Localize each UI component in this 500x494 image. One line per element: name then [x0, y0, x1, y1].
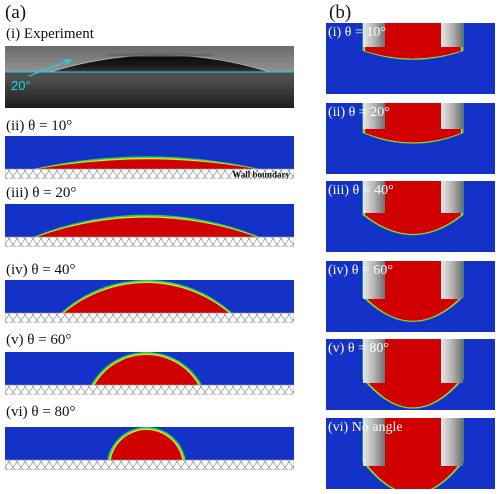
liquid-column [365, 181, 461, 234]
pore-simulation: (v) θ = 80° [326, 339, 495, 410]
liquid-column [365, 418, 461, 489]
left-wall-pillar [363, 23, 385, 47]
droplet-simulation [5, 204, 294, 247]
liquid-column [365, 23, 461, 59]
droplet-simulation [5, 280, 294, 323]
right-wall-pillar [441, 261, 463, 299]
wall-boundary [5, 168, 294, 179]
left-wall-pillar [363, 339, 385, 383]
contact-angle-text: 20° [11, 78, 31, 93]
droplet [94, 355, 199, 385]
pore-simulation: (iv) θ = 60° [326, 261, 495, 332]
wall-boundary [5, 384, 294, 395]
droplet [110, 430, 183, 460]
wall-boundary [5, 459, 294, 470]
wall-boundary [5, 312, 294, 323]
right-wall-pillar [441, 103, 463, 129]
pore-simulation: (i) θ = 10° [326, 23, 495, 94]
sim-label: (iii) θ = 20° [6, 185, 77, 201]
liquid-column [365, 261, 461, 321]
liquid-column [365, 103, 461, 143]
droplet [36, 159, 257, 169]
sim-label: (vi) θ = 80° [6, 404, 76, 420]
wall-boundary-label: Wall boundary [232, 170, 290, 180]
part-b-header: (b) [329, 2, 352, 23]
droplet-simulation: Wall boundary [5, 136, 294, 179]
pore-panel-label: (v) θ = 80° [328, 341, 389, 356]
pore-simulation: (vi) No angle [326, 418, 495, 489]
pore-panel-label: (ii) θ = 20° [328, 105, 390, 120]
experiment-photo: 20° [5, 46, 294, 108]
pore-panel-label: (iii) θ = 40° [328, 183, 394, 198]
left-wall-pillar [363, 418, 385, 466]
sim-label: (v) θ = 60° [6, 332, 72, 348]
droplet [36, 217, 257, 237]
left-wall-pillar [363, 103, 385, 129]
left-wall-pillar [363, 181, 385, 213]
droplet-simulation [5, 352, 294, 395]
left-wall-pillar [363, 261, 385, 299]
sim-label: (iv) θ = 40° [6, 262, 76, 278]
right-wall-pillar [441, 339, 463, 383]
pore-simulation: (ii) θ = 20° [326, 103, 495, 174]
pore-panel-label: (vi) No angle [328, 420, 403, 435]
experiment-label: (i) Experiment [6, 26, 94, 42]
pore-panel-label: (i) θ = 10° [328, 25, 386, 40]
wall-boundary [5, 236, 294, 247]
droplet [64, 283, 229, 313]
right-wall-pillar [441, 418, 463, 466]
right-wall-pillar [441, 23, 463, 47]
part-a-header: (a) [5, 2, 27, 23]
right-wall-pillar [441, 181, 463, 213]
pore-panel-label: (iv) θ = 60° [328, 263, 393, 278]
sim-label: (ii) θ = 10° [6, 118, 73, 134]
pore-simulation: (iii) θ = 40° [326, 181, 495, 252]
droplet-simulation [5, 427, 294, 470]
liquid-column [365, 339, 461, 408]
